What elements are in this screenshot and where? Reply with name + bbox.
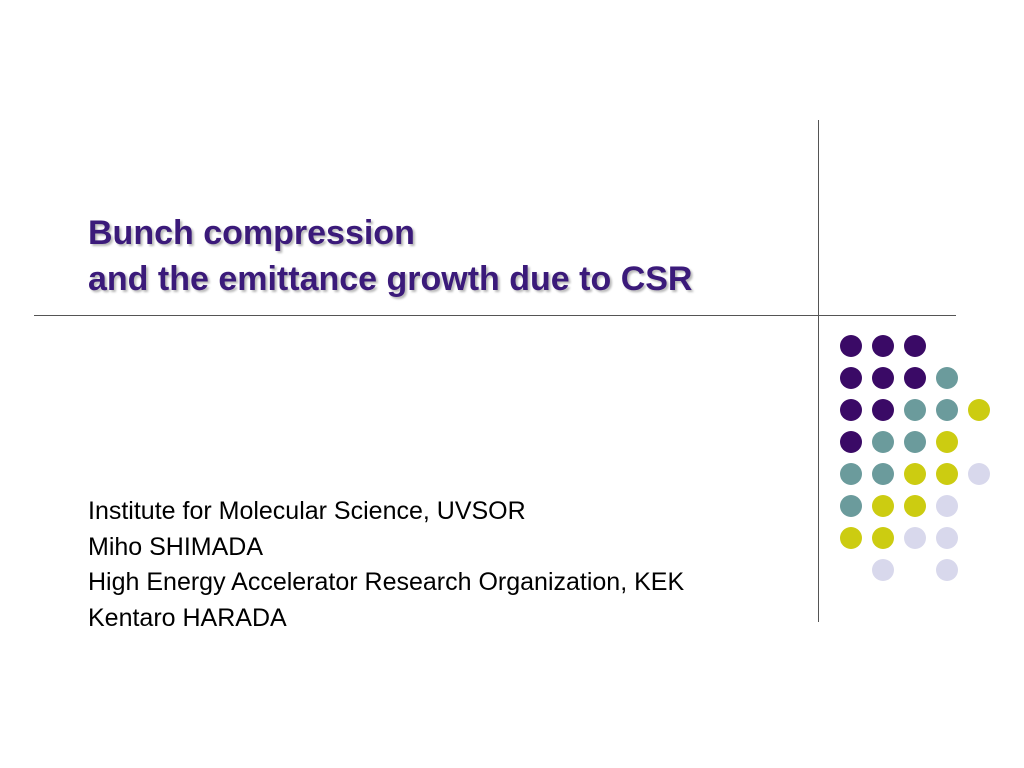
decorative-dot-lavender	[872, 559, 894, 581]
decorative-dot-lavender	[904, 527, 926, 549]
decorative-dot-lavender	[936, 527, 958, 549]
affiliation-1: Institute for Molecular Science, UVSOR	[88, 497, 526, 525]
decorative-dot-purple	[904, 367, 926, 389]
decorative-dot-teal	[936, 367, 958, 389]
decorative-dot-teal	[936, 399, 958, 421]
decorative-dot-purple	[904, 335, 926, 357]
decorative-dot-yellow	[872, 495, 894, 517]
decorative-dot-yellow	[968, 399, 990, 421]
decorative-dot-teal	[840, 495, 862, 517]
decorative-dot-lavender	[936, 495, 958, 517]
title-line-1: Bunch compression	[88, 214, 415, 252]
decorative-dot-purple	[840, 399, 862, 421]
decorative-dot-yellow	[904, 463, 926, 485]
decorative-dot-purple	[840, 431, 862, 453]
decorative-dot-lavender	[936, 559, 958, 581]
decorative-dot-teal	[872, 431, 894, 453]
decorative-dot-teal	[840, 463, 862, 485]
slide-subtitle: Institute for Molecular Science, UVSOR M…	[88, 494, 812, 636]
decorative-dot-yellow	[840, 527, 862, 549]
author-2: Kentaro HARADA	[88, 603, 287, 632]
decorative-dot-teal	[904, 399, 926, 421]
decorative-dot-purple	[872, 399, 894, 421]
decorative-dot-yellow	[936, 431, 958, 453]
affiliation-2: High Energy Accelerator Research Organiz…	[88, 568, 685, 596]
decorative-dot-teal	[872, 463, 894, 485]
decorative-dot-teal	[904, 431, 926, 453]
decorative-dot-lavender	[968, 463, 990, 485]
decorative-dot-yellow	[936, 463, 958, 485]
decorative-dot-yellow	[872, 527, 894, 549]
slide-title: Bunch compression and the emittance grow…	[88, 210, 808, 302]
decorative-dot-purple	[840, 335, 862, 357]
decorative-dot-purple	[872, 367, 894, 389]
vertical-divider	[818, 120, 819, 622]
decorative-dot-purple	[872, 335, 894, 357]
author-1: Miho SHIMADA	[88, 532, 264, 561]
decorative-dot-purple	[840, 367, 862, 389]
title-line-2: and the emittance growth due to CSR	[88, 260, 693, 298]
decorative-dot-yellow	[904, 495, 926, 517]
horizontal-divider	[34, 315, 956, 316]
